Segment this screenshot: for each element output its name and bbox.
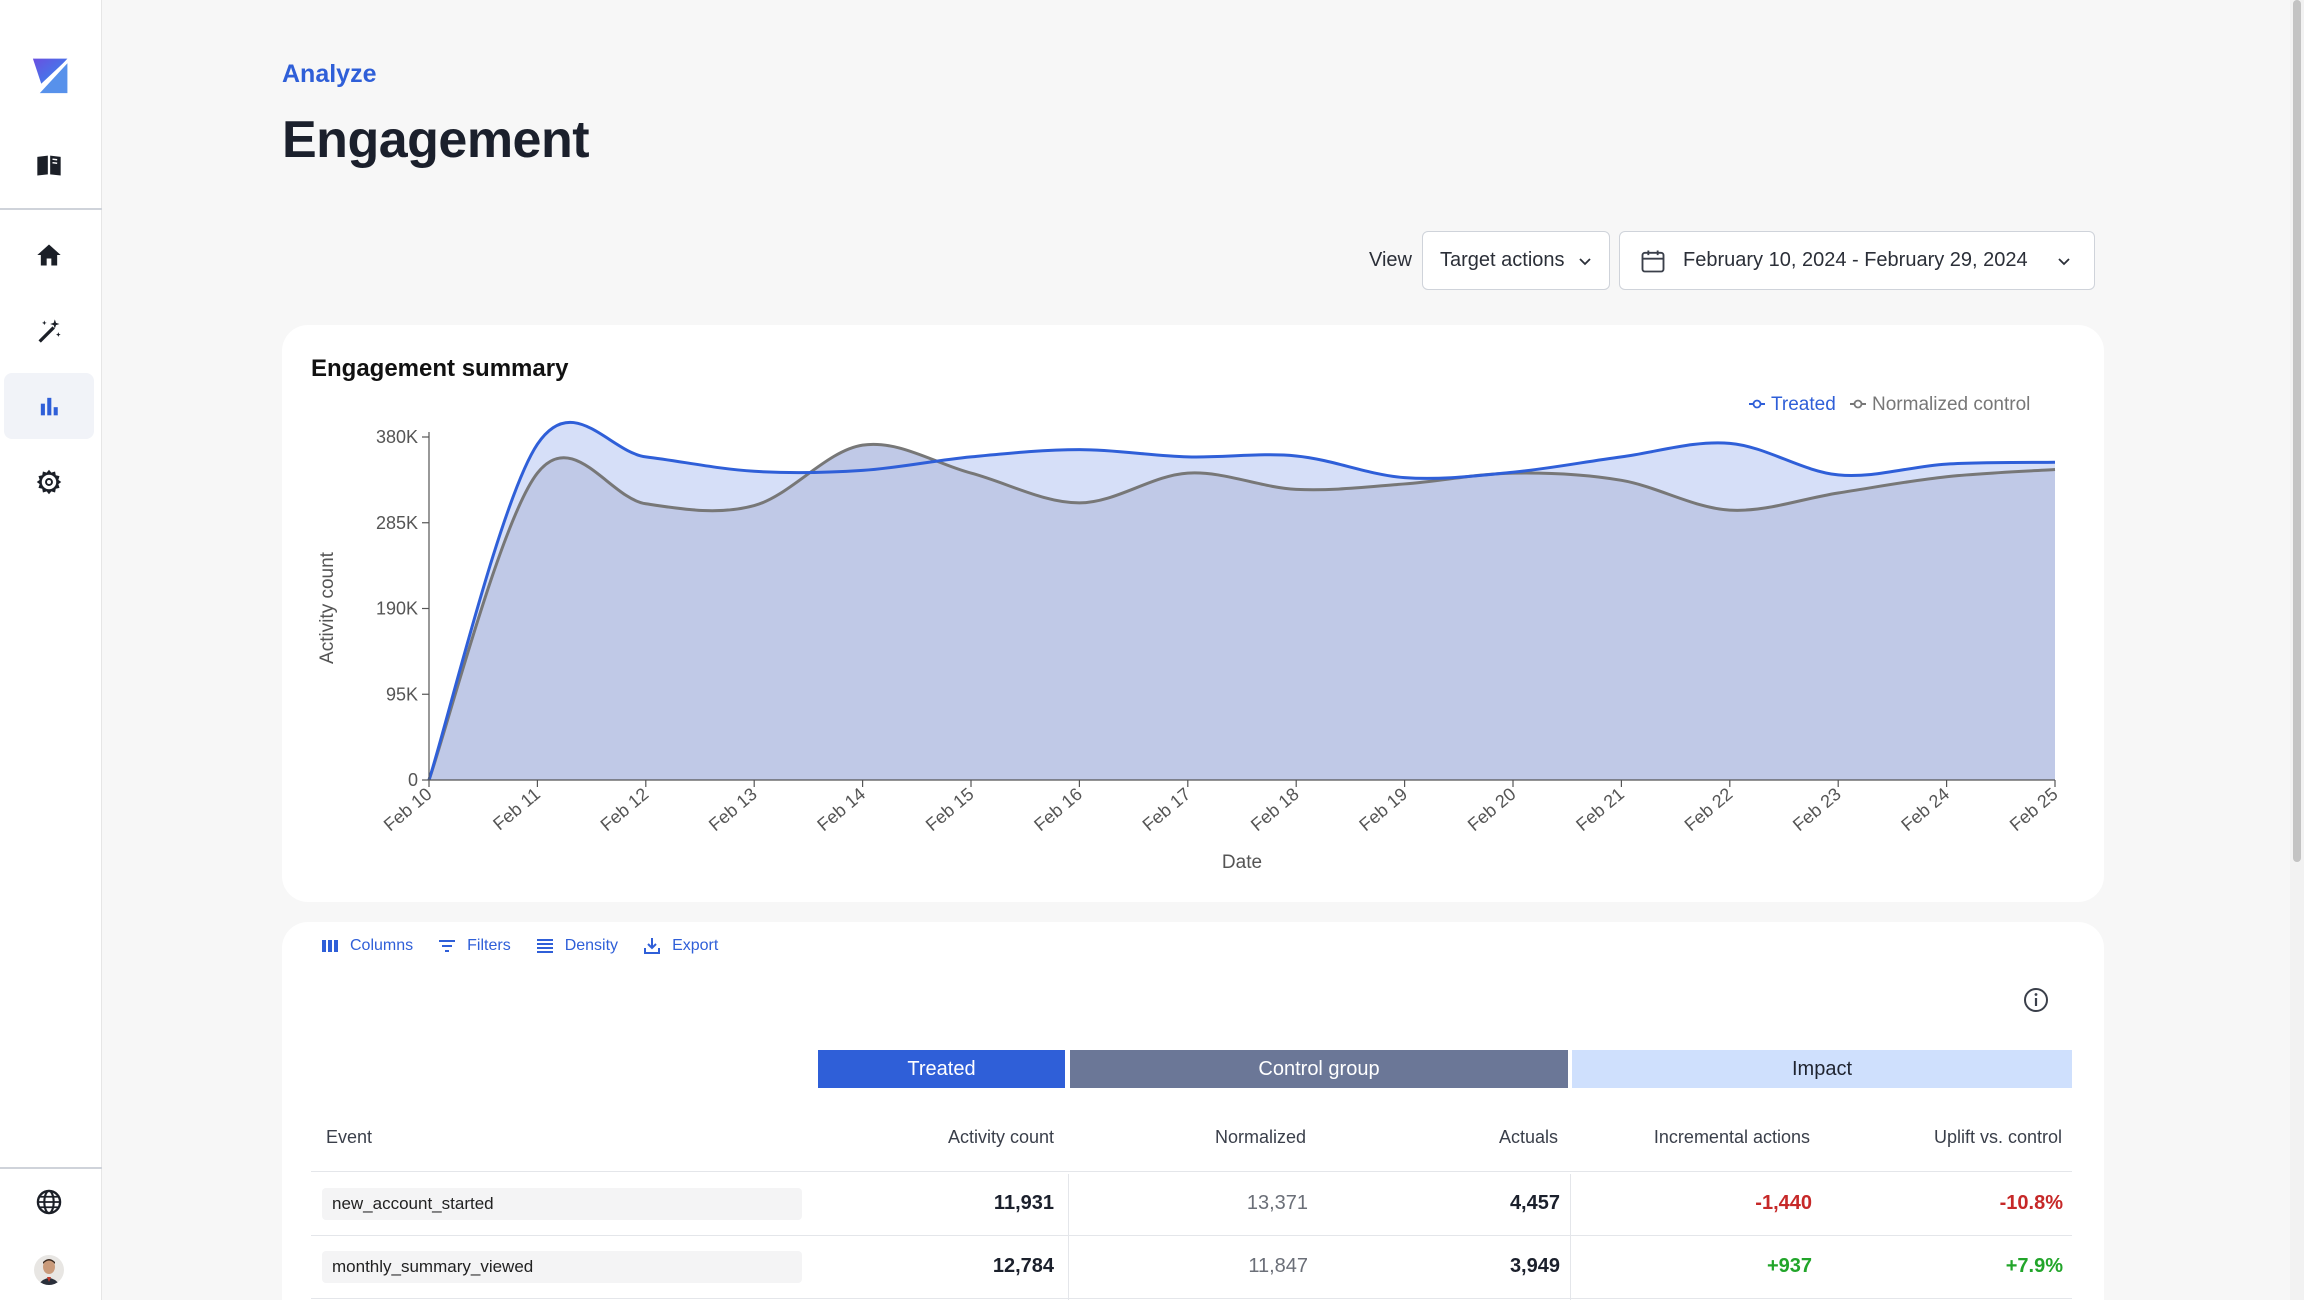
- sidebar-divider: [0, 1167, 102, 1169]
- x-tick-label: Feb 21: [1572, 784, 1628, 835]
- engagement-chart: 0 95K 190K 285K 380K Feb 10 Feb 11 Feb 12 Feb 13…: [317, 394, 2062, 873]
- info-icon[interactable]: [2022, 986, 2050, 1014]
- columns-icon: [322, 940, 338, 952]
- columns-label: Columns: [350, 937, 414, 954]
- x-tick-label: Feb 17: [1139, 784, 1195, 835]
- x-tick-label: Feb 12: [597, 784, 653, 835]
- group-header-impact: Impact: [1572, 1050, 2072, 1088]
- engagement-summary-card: Engagement summary 0 95K 190K 285K 380K Feb 1…: [282, 325, 2104, 902]
- chevron-down-icon: [1579, 257, 1591, 265]
- x-tick-label: Feb 23: [1789, 784, 1845, 835]
- treated-line: [427, 420, 2056, 781]
- actuals-cell: 4,457: [1509, 1192, 1560, 1214]
- logo-icon[interactable]: [4, 44, 94, 110]
- actuals-cell: 3,949: [1509, 1255, 1560, 1277]
- view-label: View: [1369, 249, 1412, 271]
- sidebar: [0, 0, 102, 1300]
- view-select-value: Target actions: [1440, 249, 1565, 271]
- incremental-cell: +937: [1766, 1255, 1812, 1277]
- legend-label: Normalized control: [1872, 394, 2030, 415]
- chevron-down-icon: [2058, 257, 2070, 265]
- export-label: Export: [672, 937, 719, 954]
- activity-count-cell: 11,931: [993, 1192, 1054, 1214]
- event-name: monthly_summary_viewed: [322, 1251, 802, 1283]
- filters-button[interactable]: Filters: [437, 936, 511, 956]
- column-header-activity-count[interactable]: Activity count: [947, 1127, 1054, 1147]
- activity-count-cell: 12,784: [992, 1255, 1054, 1277]
- incremental-cell: -1,440: [1755, 1192, 1812, 1214]
- group-header-control: Control group: [1070, 1050, 1568, 1088]
- x-tick-label: Feb 13: [705, 784, 761, 835]
- home-icon[interactable]: [4, 222, 94, 288]
- gear-icon[interactable]: [4, 449, 94, 515]
- y-tick-label: 380K: [376, 427, 418, 447]
- legend-marker-dot: [1752, 399, 1762, 409]
- page-title: Engagement: [282, 111, 590, 169]
- filters-label: Filters: [467, 937, 511, 954]
- x-tick-label: Feb 20: [1464, 784, 1520, 835]
- uplift-cell: +7.9%: [2005, 1255, 2063, 1277]
- y-tick-label: 190K: [376, 599, 418, 619]
- calendar-icon: [1641, 250, 1665, 272]
- uplift-cell: -10.8%: [1999, 1192, 2063, 1214]
- book-icon[interactable]: [4, 132, 94, 198]
- legend-label: Treated: [1771, 394, 1836, 415]
- density-label: Density: [564, 937, 619, 954]
- column-header-event[interactable]: Event: [326, 1127, 373, 1147]
- view-select[interactable]: Target actions: [1422, 231, 1610, 290]
- x-axis-label: Date: [1222, 852, 1262, 873]
- x-tick-label: Feb 24: [1897, 784, 1953, 835]
- y-axis-label: Activity count: [317, 551, 338, 664]
- x-tick-label: Feb 19: [1355, 784, 1411, 835]
- control-line: [427, 442, 2056, 781]
- normalized-cell: 11,847: [1248, 1255, 1308, 1277]
- x-tick-label: Feb 15: [922, 784, 978, 835]
- x-tick-label: Feb 22: [1681, 784, 1737, 835]
- column-header-incremental-actions[interactable]: Incremental actions: [1653, 1127, 1810, 1147]
- scrollbar-thumb[interactable]: [2293, 0, 2301, 862]
- x-tick-label: Feb 14: [813, 784, 869, 835]
- normalized-cell: 13,371: [1246, 1192, 1308, 1214]
- event-name: new_account_started: [322, 1188, 802, 1220]
- column-header-uplift[interactable]: Uplift vs. control: [1933, 1127, 2062, 1147]
- y-tick-label: 0: [408, 770, 418, 790]
- x-tick-label: Feb 16: [1030, 784, 1086, 835]
- sidebar-item-analyze[interactable]: [4, 373, 94, 439]
- column-header-actuals[interactable]: Actuals: [1498, 1127, 1558, 1147]
- x-tick-label: Feb 10: [380, 784, 436, 835]
- export-button[interactable]: Export: [642, 936, 718, 956]
- columns-button[interactable]: Columns: [320, 936, 413, 956]
- avatar: [34, 1255, 64, 1285]
- y-tick-label: 285K: [376, 513, 418, 533]
- row-divider: [311, 1298, 2072, 1299]
- user-avatar[interactable]: [4, 1237, 94, 1300]
- export-icon: [644, 938, 661, 954]
- legend-marker-dot: [1853, 399, 1863, 409]
- engagement-table-card: Columns Filters Density Export Treated C…: [282, 922, 2104, 1300]
- sidebar-divider: [0, 208, 102, 210]
- table-toolbar: Columns Filters Density Export: [320, 936, 742, 956]
- column-header-normalized[interactable]: Normalized: [1214, 1127, 1306, 1147]
- x-tick-label: Feb 11: [489, 784, 544, 834]
- density-button[interactable]: Density: [535, 936, 618, 956]
- row-divider: [311, 1235, 2072, 1236]
- x-tick-label: Feb 25: [2006, 784, 2062, 835]
- density-icon: [536, 939, 553, 953]
- filter-icon: [439, 940, 456, 952]
- control-area: [429, 444, 2055, 780]
- column-divider: [1068, 1174, 1069, 1300]
- header-divider: [311, 1171, 2072, 1172]
- bar-chart-icon: [40, 397, 58, 416]
- breadcrumb[interactable]: Analyze: [282, 60, 377, 88]
- globe-icon[interactable]: [4, 1169, 94, 1235]
- page-scrollbar[interactable]: [2290, 0, 2304, 1300]
- column-divider: [1570, 1174, 1571, 1300]
- x-tick-label: Feb 18: [1247, 784, 1303, 835]
- y-tick-label: 95K: [386, 684, 418, 704]
- group-header-treated: Treated: [818, 1050, 1065, 1088]
- date-range-picker[interactable]: February 10, 2024 - February 29, 2024: [1619, 231, 2095, 290]
- chart-title: Engagement summary: [311, 355, 569, 382]
- magic-wand-icon[interactable]: [4, 298, 94, 364]
- date-range-value: February 10, 2024 - February 29, 2024: [1683, 249, 2028, 271]
